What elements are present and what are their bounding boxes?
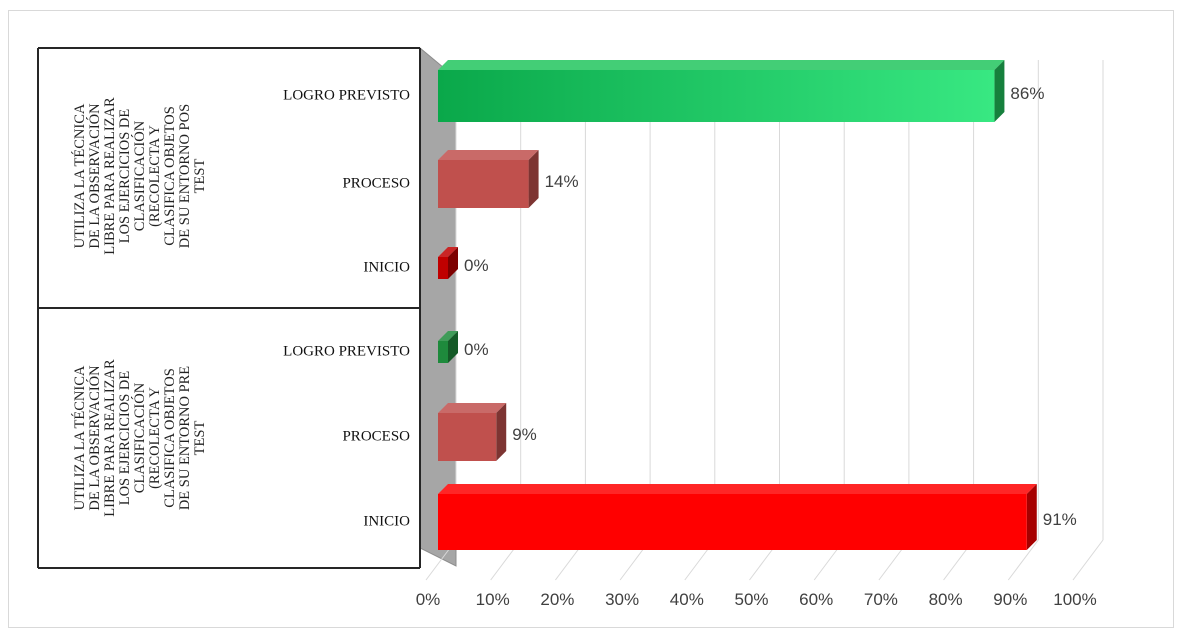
bar-side-face: [496, 403, 507, 461]
category-label: INICIO: [363, 513, 410, 530]
data-label: 9%: [512, 425, 537, 444]
bar: [438, 341, 448, 363]
bar: [438, 413, 497, 461]
data-label: 0%: [464, 256, 489, 275]
data-label: 86%: [1010, 84, 1045, 103]
data-label: 91%: [1042, 510, 1077, 529]
group-label: UTILIZA LA TÉCNICA DE LA OBSERVACIÓN LIBRE…: [71, 97, 208, 255]
bar-side-face: [994, 60, 1005, 122]
bar-top-face: [438, 484, 1037, 494]
category-label: PROCESO: [342, 428, 410, 445]
gridline-floor: [1072, 539, 1104, 581]
x-tick-label: 70%: [863, 590, 898, 609]
gridline-floor: [1007, 539, 1039, 581]
x-tick-label: 50%: [734, 590, 769, 609]
bar-top-face: [438, 403, 507, 413]
category-label: LOGRO PREVISTO: [283, 343, 410, 360]
category-label: LOGRO PREVISTO: [283, 87, 410, 104]
x-tick-label: 60%: [799, 590, 834, 609]
group-label: UTILIZA LA TÉCNICA DE LA OBSERVACIÓN LIBRE…: [71, 359, 208, 517]
bar: [438, 160, 529, 208]
category-label: INICIO: [363, 259, 410, 276]
bar-side-face: [448, 247, 458, 279]
bar: [438, 70, 995, 122]
x-tick-label: 100%: [1053, 590, 1097, 609]
x-tick-label: 10%: [475, 590, 510, 609]
bar: [438, 257, 448, 279]
x-tick-label: 0%: [415, 590, 441, 609]
bar-side-face: [528, 150, 539, 208]
data-label: 0%: [464, 340, 489, 359]
bar-side-face: [1026, 484, 1037, 550]
bar-side-face: [448, 331, 458, 363]
bar-top-face: [438, 150, 539, 160]
bar-top-face: [438, 247, 458, 257]
x-tick-label: 20%: [540, 590, 575, 609]
bar: [438, 494, 1027, 550]
x-tick-label: 90%: [993, 590, 1028, 609]
data-label: 14%: [544, 172, 579, 191]
x-tick-label: 40%: [669, 590, 704, 609]
x-tick-label: 30%: [605, 590, 640, 609]
x-tick-label: 80%: [928, 590, 963, 609]
bar-top-face: [438, 331, 458, 341]
bar-top-face: [438, 60, 1005, 70]
category-label: PROCESO: [342, 175, 410, 192]
